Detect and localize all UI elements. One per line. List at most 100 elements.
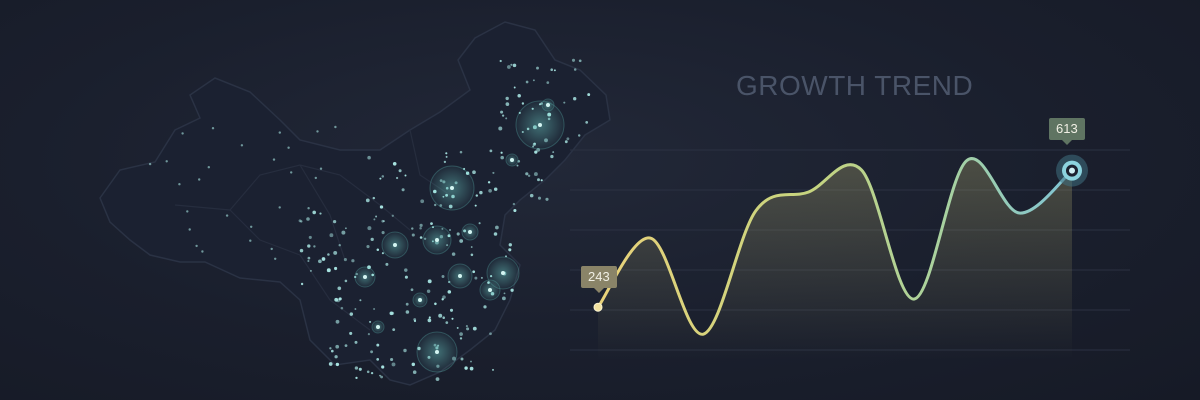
map-dot: [376, 358, 380, 361]
map-dot: [465, 325, 468, 328]
map-dot: [307, 244, 311, 248]
map-dot: [385, 262, 389, 266]
map-dot: [488, 188, 492, 193]
map-dot: [563, 101, 566, 104]
map-dot: [274, 257, 277, 260]
map-dot: [459, 150, 463, 154]
map-dot: [148, 162, 152, 166]
map-dot: [309, 269, 312, 272]
map-dot: [391, 214, 394, 217]
map-dot: [278, 131, 281, 134]
map-dot: [419, 236, 423, 239]
map-dot: [319, 167, 323, 170]
map-dot: [456, 232, 460, 236]
map-dot: [278, 206, 281, 209]
map-dot: [351, 259, 355, 263]
province-borders: [174, 129, 451, 331]
map-dot: [358, 367, 362, 371]
map-dot: [367, 226, 372, 231]
start-value-label: 243: [581, 266, 617, 293]
map-dot: [521, 102, 525, 105]
map-dot: [334, 125, 337, 129]
map-dot: [573, 97, 577, 101]
map-dot: [270, 247, 273, 251]
map-dot: [466, 327, 470, 331]
map-dot: [426, 289, 431, 294]
map-dot: [525, 80, 529, 84]
map-dot: [513, 208, 517, 213]
map-dot: [430, 222, 433, 225]
map-dot: [500, 151, 503, 154]
map-dot: [564, 140, 568, 144]
map-dot: [349, 312, 354, 316]
map-dot: [500, 155, 504, 160]
map-dot: [445, 321, 449, 324]
map-dot: [314, 176, 317, 180]
map-dot: [373, 307, 376, 311]
map-dot: [428, 316, 431, 319]
map-dot: [381, 219, 384, 223]
map-dot: [332, 219, 337, 224]
map-dot: [343, 258, 347, 262]
map-dot: [398, 169, 402, 173]
map-dot: [510, 288, 514, 292]
map-dot: [299, 248, 304, 253]
map-dot: [420, 199, 425, 204]
map-dot: [501, 114, 505, 117]
map-dot: [474, 276, 478, 280]
map-dot: [366, 370, 370, 374]
map-dot: [411, 233, 415, 237]
map-dot: [341, 230, 346, 235]
map-dot: [340, 306, 344, 310]
map-dot: [249, 239, 252, 242]
map-dot: [503, 292, 506, 295]
map-dot: [412, 370, 417, 374]
map-dot: [376, 248, 380, 252]
city-core-dot: [538, 123, 542, 127]
map-dot: [354, 366, 359, 370]
map-dot: [553, 69, 556, 72]
map-dot: [578, 59, 582, 63]
map-dot: [355, 376, 358, 380]
map-dot: [390, 357, 394, 362]
map-dot: [367, 155, 371, 160]
map-dot: [401, 188, 405, 192]
map-dot: [411, 227, 414, 230]
map-dot: [435, 377, 440, 381]
map-dot: [540, 179, 543, 182]
map-dot: [300, 282, 304, 286]
map-dot: [529, 193, 534, 198]
map-dot: [550, 68, 553, 71]
map-dot: [443, 160, 447, 164]
map-dot: [389, 311, 394, 316]
map-dot: [525, 172, 529, 176]
map-dot: [188, 228, 191, 231]
map-dot: [313, 245, 316, 248]
map-dot: [493, 232, 498, 236]
map-dot: [381, 365, 385, 369]
map-dot: [381, 252, 384, 255]
map-dot: [306, 217, 310, 221]
map-dot: [186, 210, 189, 213]
map-dot: [195, 244, 198, 248]
map-dot: [321, 257, 326, 261]
map-dot: [501, 296, 506, 301]
map-dot: [573, 68, 577, 71]
map-dot: [181, 132, 184, 135]
map-dot: [492, 368, 494, 371]
city-core-dot: [546, 103, 550, 107]
map-dot: [427, 279, 432, 284]
map-dot: [550, 154, 554, 159]
map-dot: [448, 228, 452, 232]
map-dot: [513, 86, 516, 89]
map-dot: [474, 204, 477, 207]
map-dot: [566, 137, 570, 141]
map-dot: [178, 183, 181, 186]
map-landmass: [99, 21, 611, 386]
map-dot: [413, 318, 417, 321]
map-dot: [338, 297, 342, 301]
map-dot: [442, 316, 445, 319]
map-dot: [434, 203, 437, 207]
city-core-dot: [510, 158, 514, 162]
map-dot: [577, 134, 581, 137]
